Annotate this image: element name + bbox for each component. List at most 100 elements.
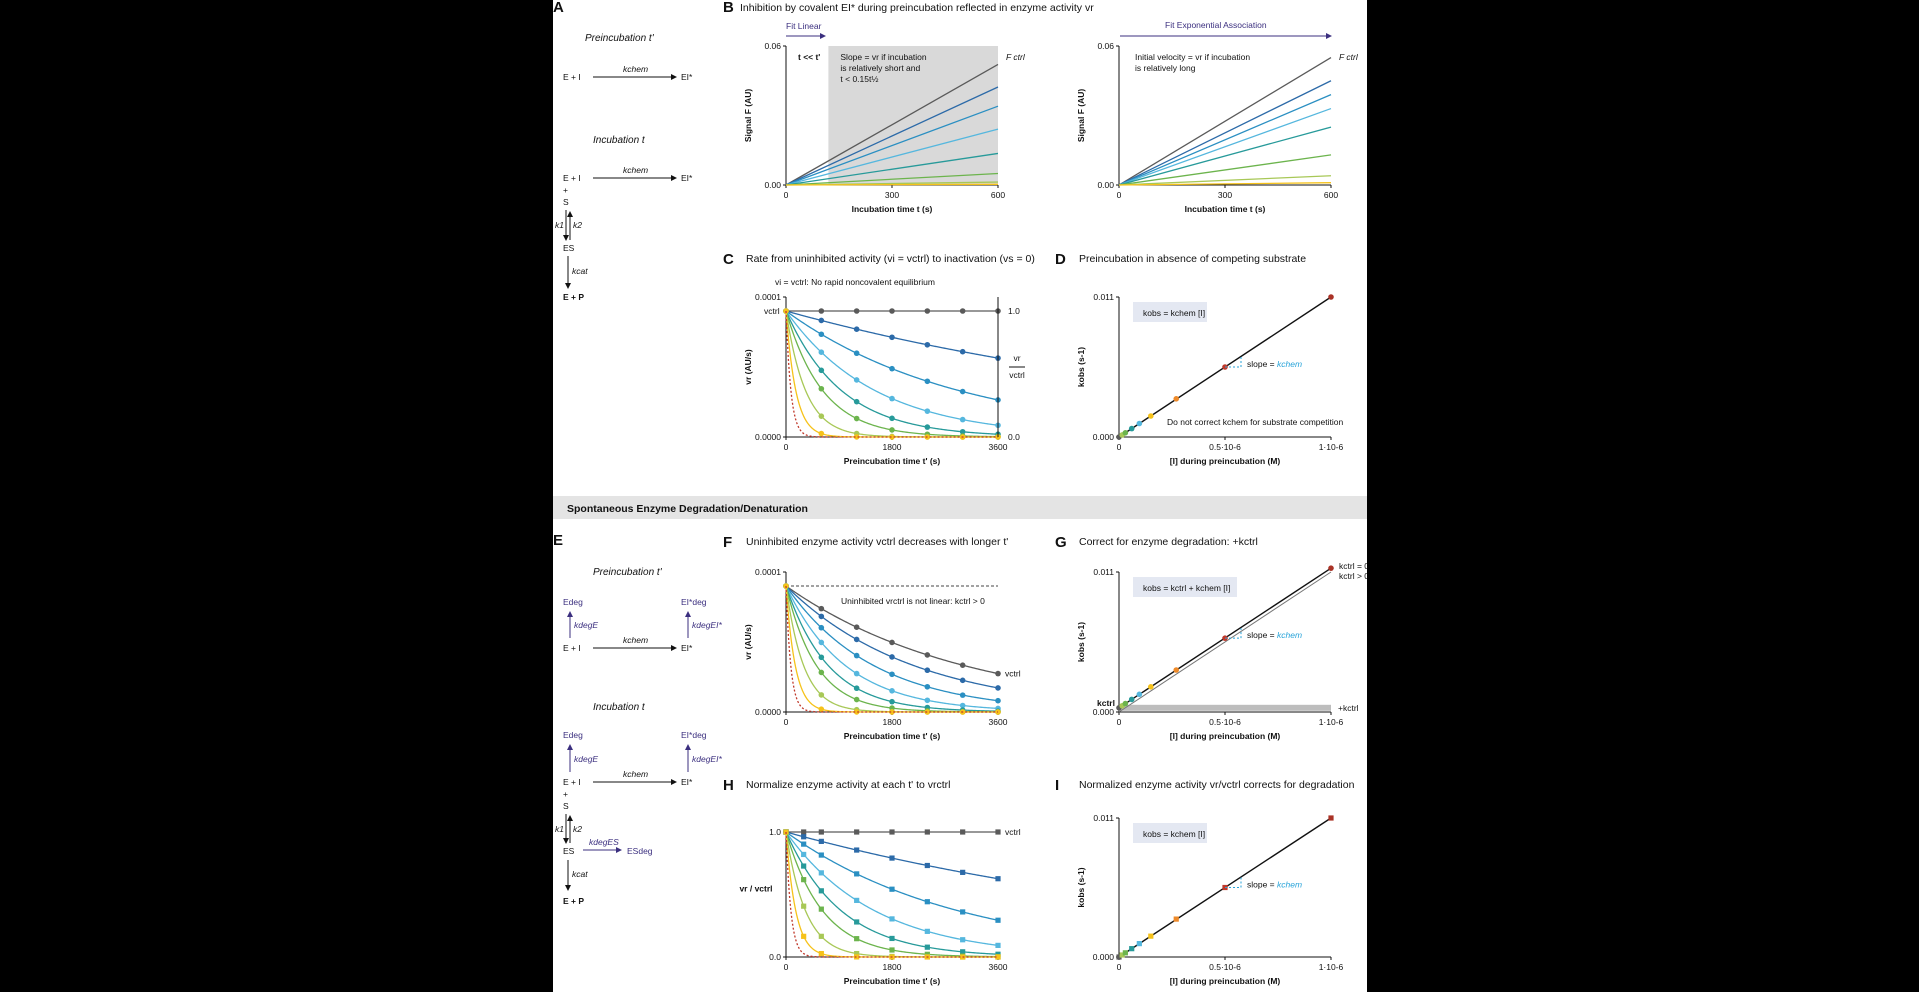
b-right-note: is relatively long	[1135, 63, 1196, 73]
I-equation: kobs = kchem [I]	[1143, 829, 1205, 839]
panel-g-letter: G	[1055, 534, 1067, 551]
B-right-x-tick-label: 300	[1218, 190, 1232, 200]
panel-a-es: ES	[563, 243, 575, 253]
F-data-point	[889, 671, 895, 678]
G-kctrl0-line	[1118, 571, 1332, 713]
B-right-x-tick-label: 0	[1117, 190, 1122, 200]
D-equation-box	[1133, 302, 1207, 322]
panel-e-k1: k1	[555, 824, 564, 834]
H-data-point	[995, 954, 1001, 960]
chart-i: 0 0.5·10-6 1·10-6 0.000 0.011 [I] during prei…	[1076, 813, 1344, 986]
C-y2-tick-label: 0.0	[1008, 432, 1020, 442]
panel-e-preincubation-label: Preincubation t'	[593, 567, 663, 578]
G-kctrlgt0-label: kctrl > 0	[1339, 571, 1367, 581]
F-data-point	[924, 709, 931, 715]
H-y-axis-label: vr / vctrl	[739, 884, 772, 894]
H-data-point	[995, 876, 1001, 882]
I-data-point	[1173, 916, 1179, 922]
chart-b-left: 0 300 600 0.00 0.06 Incubation time t (s) Sign…	[743, 41, 1026, 214]
panel-a-kchem: kchem	[623, 64, 648, 74]
G-data-point	[1173, 667, 1180, 673]
C-x-tick-label: 3600	[989, 442, 1008, 452]
H-data-point	[889, 947, 895, 953]
H-vctrl-label: vctrl	[1005, 827, 1021, 837]
I-data-point	[1136, 941, 1142, 947]
F-x-axis-label: Preincubation time t' (s)	[844, 731, 941, 741]
G-y-axis-label: kobs (s-1)	[1076, 622, 1086, 662]
panel-e-e-plus-p: E + P	[563, 896, 584, 906]
panel-c-letter: C	[723, 251, 734, 268]
G-kctrl-right-label: +kctrl	[1338, 703, 1359, 713]
C-right-label-bot: vctrl	[1009, 370, 1025, 380]
C-data-point	[924, 341, 931, 348]
D-equation: kobs = kchem [I]	[1143, 308, 1205, 318]
H-data-point	[801, 903, 807, 909]
panel-e-eideg-2: EI*deg	[681, 730, 707, 740]
b-left-t-ll: t << t'	[798, 52, 820, 62]
panel-c-title: Rate from uninhibited activity (vi = vct…	[746, 253, 1035, 265]
G-y-tick-label: 0.000	[1093, 707, 1115, 717]
chart-f: 0 1800 3600 0.0000 0.0001 Preincubation time …	[743, 567, 1021, 741]
I-y-axis-label: kobs (s-1)	[1076, 867, 1086, 907]
H-x-tick-label: 1800	[883, 962, 902, 972]
B-left-x-tick-label: 300	[885, 190, 899, 200]
C-data-point	[889, 434, 895, 440]
H-data-point	[854, 871, 860, 877]
D-data-point	[1136, 420, 1143, 427]
F-data-point	[889, 709, 895, 715]
C-data-point	[889, 415, 895, 422]
panel-e-ei-2: EI*	[681, 777, 693, 787]
F-data-point	[889, 639, 895, 646]
G-x-tick-label: 0.5·10-6	[1209, 717, 1241, 727]
B-right-x-tick-label: 600	[1324, 190, 1338, 200]
H-decay-curve	[785, 831, 999, 880]
C-data-point	[853, 308, 860, 314]
C-data-point	[959, 308, 966, 314]
F-data-point	[995, 697, 1001, 704]
panel-e-kdege-2: kdegE	[574, 754, 598, 764]
b-left-box-text: t < 0.15t½	[840, 74, 878, 84]
panel-h-title: Normalize enzyme activity at each t' to …	[746, 779, 950, 791]
section-banner: Spontaneous Enzyme Degradation/Denaturat…	[567, 503, 808, 515]
panel-e-esdeg: ESdeg	[627, 846, 653, 856]
F-data-point	[959, 692, 966, 698]
G-x-tick-label: 0	[1117, 717, 1122, 727]
b-left-series-line	[785, 128, 999, 186]
D-x-tick-label: 0.5·10-6	[1209, 442, 1241, 452]
panel-a-k2: k2	[573, 220, 582, 230]
b-right-series-line	[1118, 126, 1332, 186]
F-data-point	[818, 624, 825, 631]
b-left-series-line	[785, 63, 999, 186]
I-slope-triangle	[1225, 875, 1242, 888]
I-y-tick-label: 0.011	[1093, 813, 1114, 823]
C-data-point	[818, 308, 825, 314]
B-right-y-axis-label: Signal F (AU)	[1076, 89, 1086, 143]
b-left-box-text: is relatively short and	[840, 63, 920, 73]
H-data-point	[889, 855, 895, 861]
b-right-series-line	[1118, 107, 1332, 186]
panel-a-plus: +	[563, 185, 568, 195]
C-x-axis-label: Preincubation time t' (s)	[844, 456, 941, 466]
B-right-x-axis-label: Incubation time t (s)	[1185, 204, 1266, 214]
C-data-point	[818, 430, 825, 437]
panel-e-k2: k2	[573, 824, 582, 834]
panel-a-ei-2: EI*	[681, 173, 693, 183]
chart-d: 0 0.5·10-6 1·10-6 0.000 0.011 [I] during prei…	[1076, 292, 1344, 466]
F-data-point	[853, 652, 860, 659]
H-x-tick-label: 0	[784, 962, 789, 972]
panel-e-e-plus-i-2: E + I	[563, 777, 581, 787]
F-data-point	[995, 670, 1001, 677]
panel-b-letter: B	[723, 0, 734, 16]
G-equation: kobs = kctrl + kchem [I]	[1143, 583, 1230, 593]
b-left-series-line	[785, 152, 999, 186]
F-data-point	[959, 677, 966, 684]
I-slope-label: slope = kchem	[1247, 880, 1302, 890]
C-data-point	[889, 334, 895, 341]
I-data-point	[1328, 815, 1334, 821]
G-y-tick-label: 0.011	[1093, 567, 1114, 577]
panel-e-ei: EI*	[681, 643, 693, 653]
C-decay-curve	[785, 310, 999, 401]
C-data-point	[889, 365, 895, 372]
B-left-x-axis-label: Incubation time t (s)	[852, 204, 933, 214]
I-data-point	[1116, 954, 1122, 960]
